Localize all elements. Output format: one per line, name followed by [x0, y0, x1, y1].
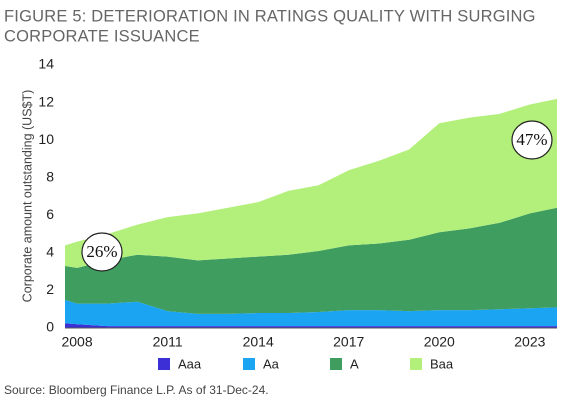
legend-swatch [330, 358, 342, 370]
y-tick-label: 4 [46, 244, 54, 260]
area [65, 207, 557, 314]
legend-swatch [410, 358, 422, 370]
x-tick-label: 2008 [61, 334, 92, 350]
plot-area [65, 98, 557, 328]
y-tick-label: 2 [46, 281, 54, 297]
area [65, 299, 557, 327]
y-tick-label: 12 [38, 93, 54, 109]
area [65, 323, 557, 328]
chart-title: CORPORATE ISSUANCE [4, 27, 200, 45]
legend-label: Aaa [178, 356, 202, 371]
legend-swatch [158, 358, 170, 370]
annotation-circle [511, 120, 553, 160]
legend-label: Aa [263, 356, 280, 371]
y-tick-label: 14 [38, 56, 54, 72]
annotation: 47% [516, 130, 547, 149]
x-tick-label: 2023 [514, 334, 545, 350]
annotation-circle [81, 232, 123, 272]
y-tick-label: 6 [46, 206, 54, 222]
legend-label: Baa [430, 356, 454, 371]
area [65, 98, 557, 268]
x-tick-label: 2020 [424, 334, 455, 350]
y-axis-label: Corporate amount outstanding (US$T) [20, 90, 34, 303]
y-tick-label: 8 [46, 168, 54, 184]
source: Source: Bloomberg Finance L.P. As of 31-… [4, 383, 269, 397]
x-tick-label: 2017 [333, 334, 364, 350]
x-tick-label: 2011 [153, 334, 183, 350]
chart-title: FIGURE 5: DETERIORATION IN RATINGS QUALI… [4, 7, 536, 25]
y-tick-label: 0 [46, 319, 54, 335]
y-tick-label: 10 [38, 131, 54, 147]
x-tick-label: 2014 [243, 334, 274, 350]
legend-swatch [243, 358, 255, 370]
legend-label: A [350, 356, 359, 371]
annotation: 26% [86, 242, 117, 261]
